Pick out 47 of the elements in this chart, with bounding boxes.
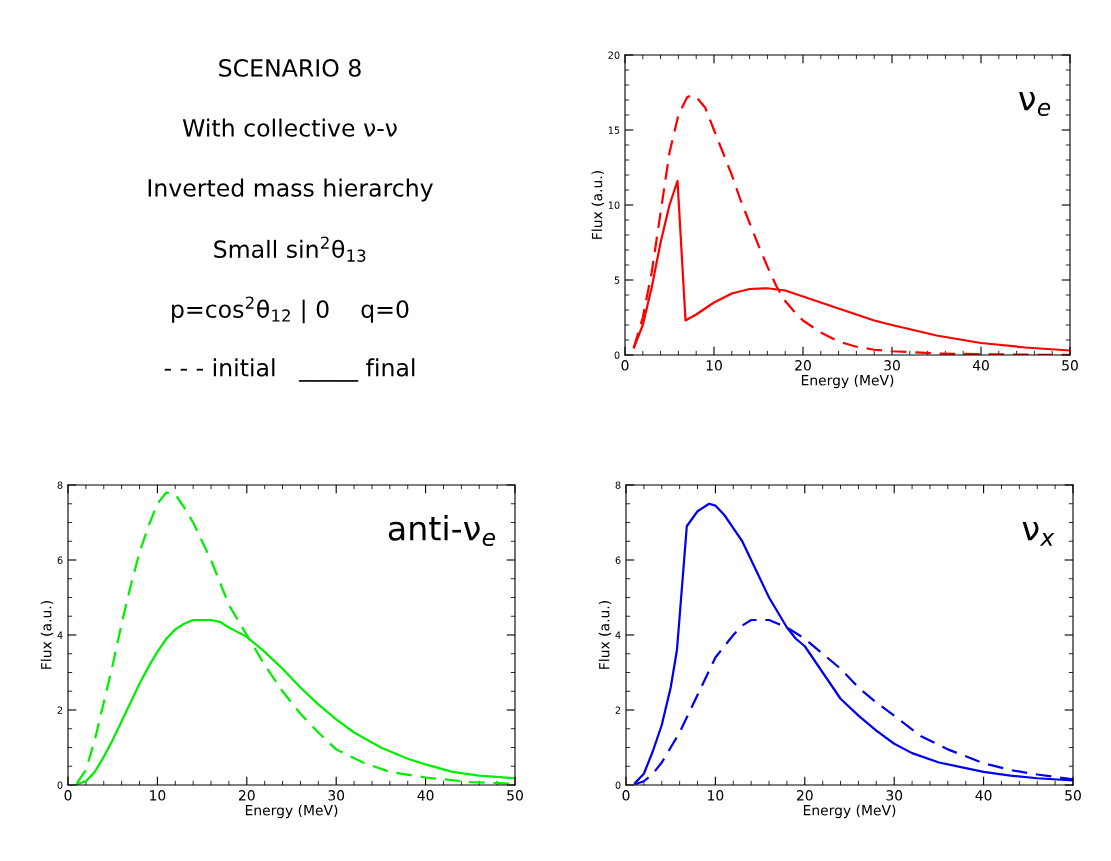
annotation: ν$_{e}$ xyxy=(1019,91,1051,117)
x-tick-label: 50 xyxy=(507,790,523,801)
x-axis-title: Energy (MeV) xyxy=(801,374,894,389)
y-tick-label: 0 xyxy=(614,351,620,359)
y-axis-title: Flux (a.u.) xyxy=(598,601,612,669)
text: p=cos$^{2}$θ$_{12}$ | 0 q=0 xyxy=(172,296,409,324)
y-tick-label: 6 xyxy=(57,556,63,564)
y-tick-label: 4 xyxy=(57,631,63,639)
text: Small sin$^{2}$θ$_{13}$ xyxy=(214,236,366,262)
y-tick-label: 20 xyxy=(608,51,620,59)
x-tick-label: 40 xyxy=(972,360,989,371)
x-tick-label: 40 xyxy=(417,790,434,801)
y-tick-label: 4 xyxy=(615,631,621,639)
x-tick-label: 10 xyxy=(708,790,724,801)
annotation: anti-ν$_{e}$ xyxy=(388,514,495,547)
x-tick-label: 20 xyxy=(795,360,811,371)
x-tick-label: 10 xyxy=(150,790,166,801)
text: Inverted mass hierarchy xyxy=(148,178,433,202)
x-axis-title: Energy (MeV) xyxy=(245,804,338,819)
y-tick-label: 8 xyxy=(615,481,621,489)
x-tick-label: 20 xyxy=(238,790,255,801)
x-axis-title: Energy (MeV) xyxy=(803,804,896,819)
y-tick-label: 5 xyxy=(614,276,620,284)
y-tick-label: 6 xyxy=(615,556,621,564)
y-axis-title: Flux (a.u.) xyxy=(591,171,604,239)
x-tick-label: 50 xyxy=(1062,360,1078,371)
y-tick-label: 0 xyxy=(57,781,63,789)
y-tick-label: 2 xyxy=(57,706,63,714)
x-tick-label: 50 xyxy=(1065,790,1081,801)
x-tick-label: 10 xyxy=(706,360,722,371)
x-tick-label: 0 xyxy=(622,790,630,801)
y-tick-label: 10 xyxy=(608,201,620,209)
y-tick-label: 2 xyxy=(615,706,621,714)
text: With collective ν-ν xyxy=(182,118,397,137)
x-tick-label: 40 xyxy=(975,790,992,801)
x-tick-label: 30 xyxy=(886,790,903,801)
text: SCENARIO 8 xyxy=(219,58,361,77)
y-tick-label: 0 xyxy=(615,781,621,789)
x-tick-label: 30 xyxy=(884,360,900,371)
y-tick-label: 8 xyxy=(57,481,63,489)
x-tick-label: 30 xyxy=(328,790,345,801)
x-tick-label: 0 xyxy=(64,790,72,801)
text: - - - initial _____ final xyxy=(164,358,415,382)
x-tick-label: 20 xyxy=(796,790,813,801)
annotation: ν$_{x}$ xyxy=(1022,521,1055,546)
y-axis-title: Flux (a.u.) xyxy=(40,601,54,669)
y-tick-label: 15 xyxy=(608,126,620,134)
